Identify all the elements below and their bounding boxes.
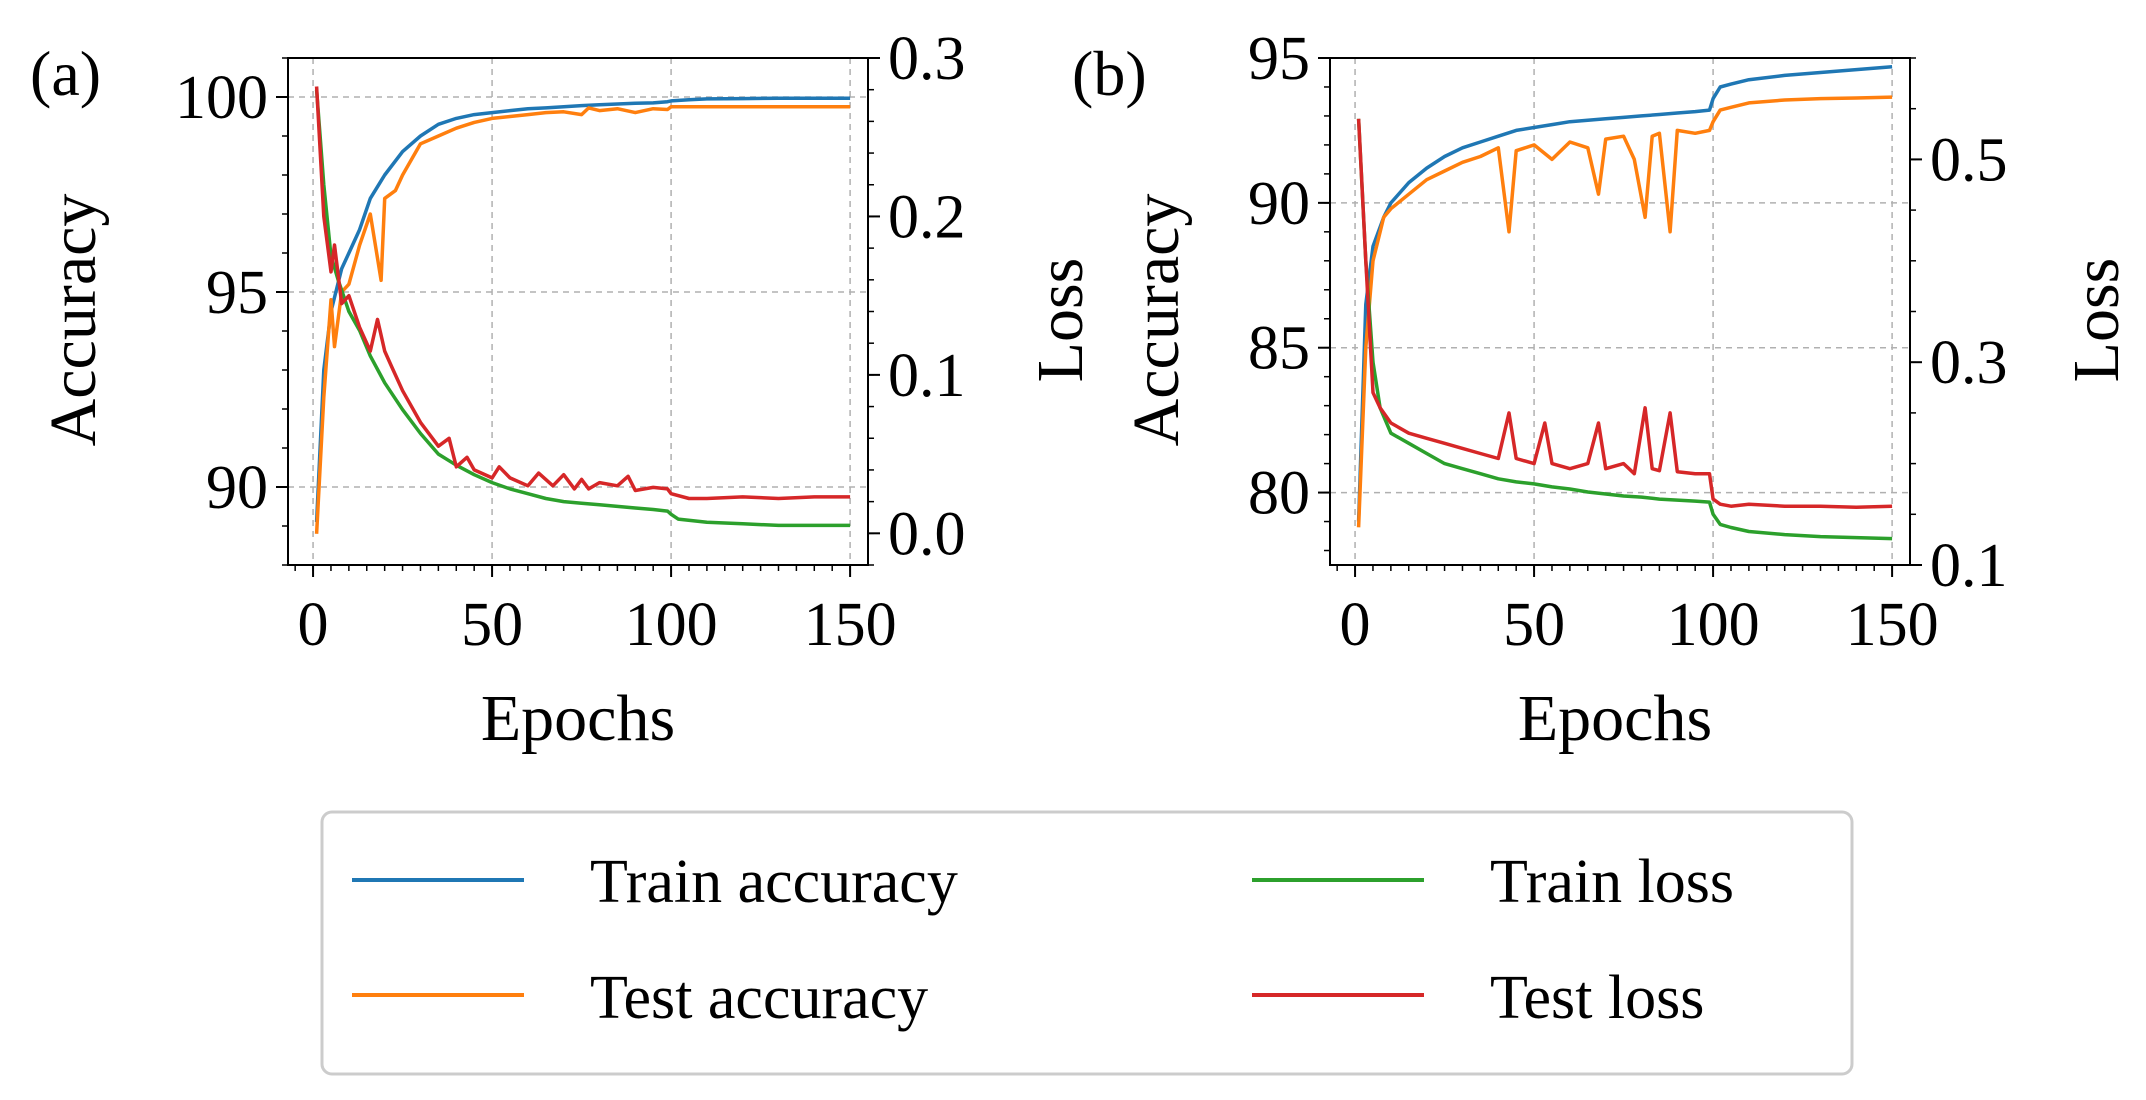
panel-a-y-axis-title: Accuracy xyxy=(37,194,110,447)
panel-b-series-test-acc xyxy=(1356,95,1893,528)
legend-label-test-accuracy: Test accuracy xyxy=(590,964,928,1032)
panel-a-x-tick-label: 50 xyxy=(461,591,523,659)
panel-b: (b) Accuracy Loss Epochs 0 50 100 150 80 85 90… xyxy=(1072,25,2133,755)
panel-b-plot-frame xyxy=(1329,57,1911,566)
panel-a-y-tick-label: 90 xyxy=(206,454,268,522)
panel-a-series-train-acc xyxy=(314,96,851,523)
panel-b-x-tick-label: 50 xyxy=(1503,591,1565,659)
panel-b-series-test-loss xyxy=(1356,118,1893,509)
panel-b-y-tick-label: 80 xyxy=(1248,460,1310,528)
panel-a-x-tick-label: 150 xyxy=(804,591,897,659)
panel-b-series-train-acc xyxy=(1356,64,1893,522)
panel-a-x-tick-label: 100 xyxy=(625,591,718,659)
panel-a-plot-frame xyxy=(287,57,869,566)
panel-b-label: (b) xyxy=(1072,38,1147,109)
panel-a: (a) Accuracy Loss Epochs 0 50 100 150 90 95 10… xyxy=(30,25,1097,755)
panel-a-y2-tick-label: 0.1 xyxy=(888,342,966,410)
panel-b-y2-axis-title: Loss xyxy=(2060,258,2133,383)
panel-a-y2-tick-label: 0.3 xyxy=(888,25,966,93)
panel-a-y-tick-label: 95 xyxy=(206,259,268,327)
panel-b-y-tick-label: 95 xyxy=(1248,25,1310,93)
panel-b-x-tick-label: 0 xyxy=(1340,591,1371,659)
panel-a-series-train-loss xyxy=(314,89,851,528)
panel-b-y-tick-label: 85 xyxy=(1248,315,1310,383)
legend-label-train-loss: Train loss xyxy=(1490,848,1734,916)
panel-a-x-tick-label: 0 xyxy=(298,591,329,659)
panel-a-x-axis-title: Epochs xyxy=(481,682,675,755)
legend-label-test-loss: Test loss xyxy=(1490,964,1704,1032)
panel-a-label: (a) xyxy=(30,38,101,109)
legend-label-train-accuracy: Train accuracy xyxy=(590,848,958,916)
panel-a-y2-tick-label: 0.0 xyxy=(888,500,966,568)
panel-b-y-axis-title: Accuracy xyxy=(1120,194,1193,447)
legend-frame xyxy=(320,810,1854,1076)
panel-b-y2-tick-label: 0.5 xyxy=(1930,126,2008,194)
panel-b-y2-tick-label: 0.3 xyxy=(1930,329,2008,397)
panel-b-x-tick-label: 100 xyxy=(1667,591,1760,659)
legend: Train accuracy Train loss Test accuracy … xyxy=(320,810,1854,1076)
panel-a-series-test-loss xyxy=(314,86,851,501)
panel-a-series-test-acc xyxy=(314,105,851,534)
panel-b-x-tick-label: 150 xyxy=(1846,591,1939,659)
panel-a-y-tick-label: 100 xyxy=(175,64,268,132)
panel-a-y2-axis-title: Loss xyxy=(1024,258,1097,383)
panel-b-x-axis-title: Epochs xyxy=(1518,682,1712,755)
panel-b-y2-tick-label: 0.1 xyxy=(1930,532,2008,600)
panel-a-y2-tick-label: 0.2 xyxy=(888,183,966,251)
panel-b-series-train-loss xyxy=(1356,118,1893,541)
panel-b-y-tick-label: 90 xyxy=(1248,170,1310,238)
